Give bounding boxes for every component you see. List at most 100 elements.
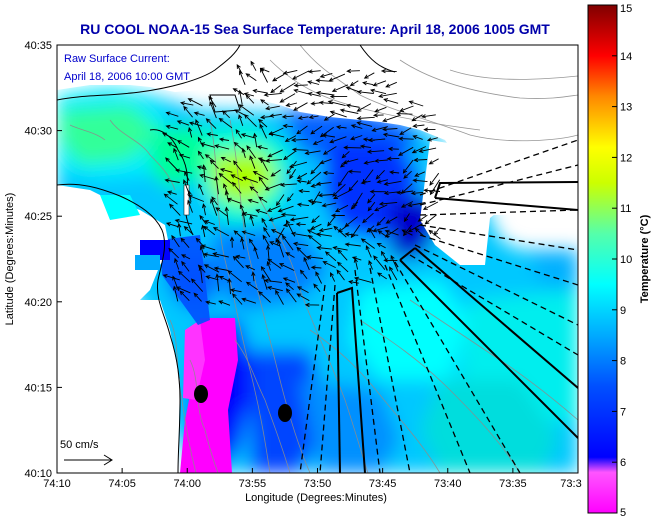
current-vector-arrow (312, 139, 324, 145)
current-vector-arrow (253, 246, 259, 260)
current-vector-arrow (362, 81, 374, 86)
current-vector-arrow (175, 286, 191, 294)
current-vector-arrow (241, 297, 257, 304)
current-vector-arrow (296, 202, 310, 207)
x-tick-label: 74:00 (173, 478, 201, 490)
current-vector-arrow (310, 223, 322, 230)
current-vector-arrow (285, 282, 294, 291)
current-vector-arrow (356, 121, 373, 127)
current-vector-arrow (346, 68, 360, 74)
current-vector-arrow (285, 288, 297, 303)
current-vector-arrow (258, 196, 268, 203)
current-vector-arrow (265, 158, 283, 163)
current-vector-arrow (241, 230, 256, 236)
current-vector-arrow (398, 136, 414, 141)
x-tick-label: 74:05 (108, 478, 136, 490)
current-vector-arrow (374, 106, 387, 113)
current-vector-arrow (383, 98, 399, 104)
current-vector-arrow (304, 302, 320, 308)
current-vector-arrow (210, 198, 218, 216)
current-vector-arrow (172, 285, 179, 302)
current-vector-arrow (282, 69, 298, 75)
current-vector-arrow (329, 136, 347, 144)
current-vector-arrow (238, 104, 255, 116)
current-vector-arrow (258, 176, 269, 191)
current-vectors (161, 60, 441, 308)
current-vector-arrow (428, 229, 441, 240)
current-vector-arrow (323, 113, 335, 121)
current-vector-arrow (262, 234, 270, 247)
current-vector-arrow (260, 157, 269, 172)
current-vector-arrow (285, 252, 295, 258)
current-vector-arrow (187, 98, 203, 107)
colorbar-tick-label: 6 (620, 457, 626, 469)
current-vector-arrow (424, 214, 437, 225)
current-vector-arrow (187, 126, 193, 138)
x-tick-label: 74:10 (43, 478, 71, 490)
current-vector-arrow (410, 191, 424, 196)
colorbar-tick-label: 13 (620, 102, 632, 114)
current-vector-arrow (269, 113, 282, 118)
current-vector-arrow (411, 114, 423, 122)
current-vector-arrow (197, 150, 204, 160)
current-vector-arrow (374, 158, 388, 163)
current-vector-arrow (208, 95, 217, 108)
current-vector-arrow (382, 114, 400, 123)
current-vector-arrow (389, 266, 398, 281)
current-vector-arrow (293, 102, 308, 111)
current-vector-arrow (213, 266, 229, 271)
current-vector-arrow (282, 123, 294, 129)
current-vector-arrow (291, 137, 309, 143)
current-vector-arrow (263, 92, 282, 97)
current-vector-arrow (282, 277, 296, 283)
current-vector-arrow (307, 69, 321, 74)
current-vector-arrow (173, 147, 179, 161)
current-vector-arrow (303, 256, 310, 271)
current-vector-arrow (332, 183, 346, 197)
current-vector-arrow (198, 183, 204, 196)
current-vector-arrow (324, 251, 337, 262)
current-vector-arrow (296, 246, 310, 260)
current-vector-arrow (200, 244, 216, 251)
current-vector-arrow (372, 113, 384, 118)
current-vector-arrow (333, 190, 350, 200)
current-vector-arrow (229, 236, 235, 248)
current-vector-arrow (256, 145, 268, 150)
current-vector-arrow (197, 136, 204, 148)
current-vector-arrow (313, 283, 321, 292)
current-vector-arrow (226, 197, 241, 204)
current-vector-arrow (246, 145, 256, 159)
current-vector-arrow (429, 172, 440, 186)
current-vector-arrow (183, 105, 193, 118)
current-vector-arrow (193, 111, 205, 116)
current-vector-arrow (193, 292, 202, 302)
current-vector-arrow (238, 89, 243, 105)
current-vector-arrow (307, 80, 320, 85)
current-vector-arrow (315, 90, 335, 96)
current-vector-arrow (224, 206, 229, 225)
current-vector-arrow (356, 116, 375, 121)
current-vector-arrow (279, 182, 297, 188)
current-vector-arrow (198, 265, 203, 284)
current-vector-arrow (336, 269, 345, 281)
current-vector-arrow (224, 190, 230, 203)
current-vector-arrow (268, 132, 285, 138)
current-vector-arrow (205, 118, 217, 129)
current-vector-arrow (363, 160, 375, 165)
current-vector-arrow (283, 150, 297, 161)
current-vector-arrow (180, 254, 191, 260)
current-vector-arrow (259, 123, 268, 139)
current-vector-arrow (233, 160, 243, 172)
current-vector-arrow (383, 180, 402, 186)
current-vector-arrow (249, 186, 259, 194)
x-tick-label: 73:3 (560, 478, 581, 490)
scale-arrow-label: 50 cm/s (60, 439, 99, 451)
current-vector-arrow (252, 132, 258, 148)
current-vector-arrow (271, 73, 285, 82)
shipping-lanes (336, 181, 578, 473)
current-vector-arrow (190, 278, 204, 292)
current-vector-arrow (263, 226, 271, 238)
current-vector-arrow (375, 169, 385, 180)
current-vector-arrow (260, 115, 271, 120)
current-vector-arrow (215, 273, 220, 292)
